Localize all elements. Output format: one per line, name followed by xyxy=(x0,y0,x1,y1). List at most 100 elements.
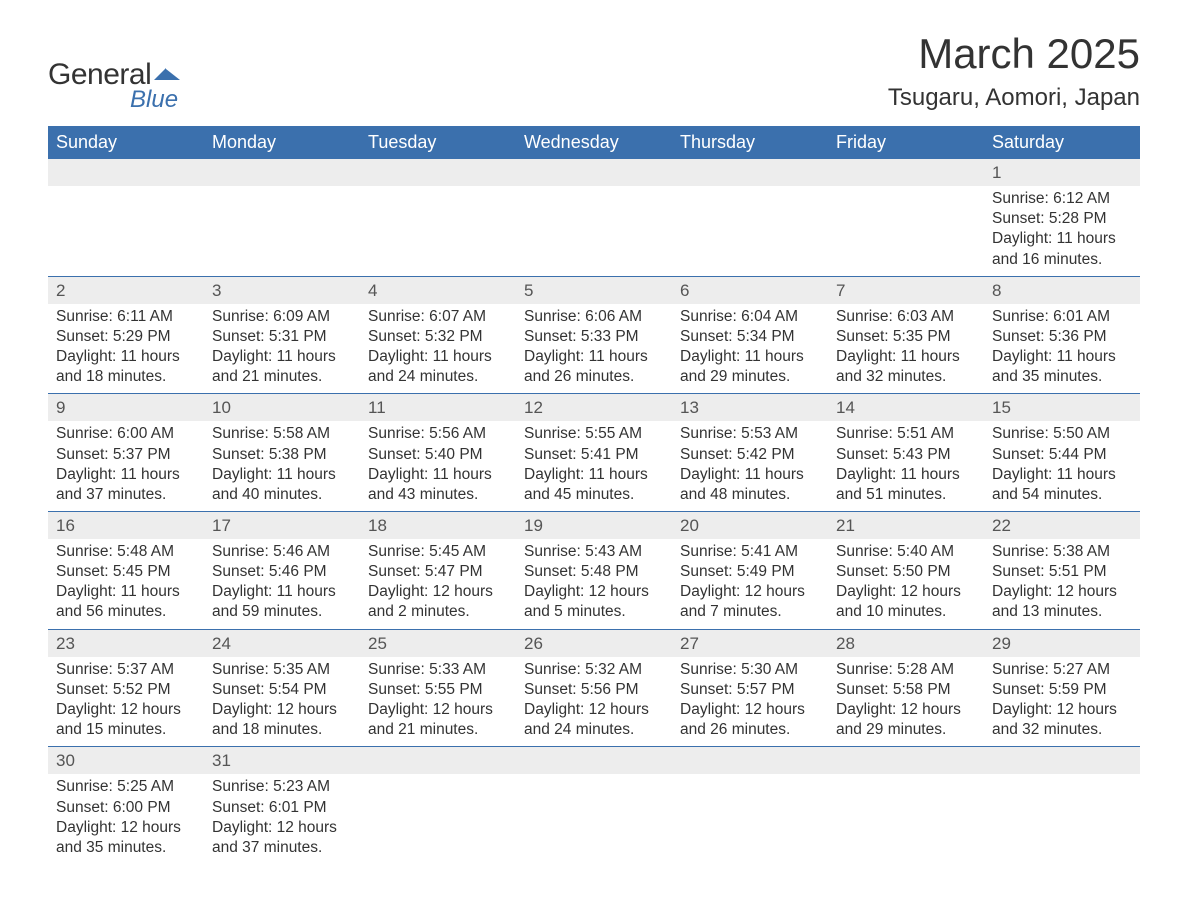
day-detail-cell xyxy=(48,186,204,276)
day-sr: Sunrise: 5:53 AM xyxy=(680,424,820,444)
week-detail-row: Sunrise: 5:48 AMSunset: 5:45 PMDaylight:… xyxy=(48,539,1140,629)
day-ss: Sunset: 5:45 PM xyxy=(56,562,196,582)
day-detail-cell: Sunrise: 6:09 AMSunset: 5:31 PMDaylight:… xyxy=(204,304,360,394)
week-number-row: 16171819202122 xyxy=(48,511,1140,539)
day-d2: and 16 minutes. xyxy=(992,250,1132,270)
column-header: Thursday xyxy=(672,126,828,159)
day-number-cell: 4 xyxy=(360,276,516,304)
day-number-cell xyxy=(828,159,984,186)
day-ss: Sunset: 5:34 PM xyxy=(680,327,820,347)
day-sr: Sunrise: 5:50 AM xyxy=(992,424,1132,444)
title-block: March 2025 Tsugaru, Aomori, Japan xyxy=(888,30,1140,112)
day-d2: and 59 minutes. xyxy=(212,602,352,622)
day-number-cell: 24 xyxy=(204,629,360,657)
day-sr: Sunrise: 6:04 AM xyxy=(680,307,820,327)
day-number-cell: 22 xyxy=(984,511,1140,539)
day-d1: Daylight: 11 hours xyxy=(992,229,1132,249)
day-number-cell: 13 xyxy=(672,394,828,422)
day-sr: Sunrise: 5:25 AM xyxy=(56,777,196,797)
week-detail-row: Sunrise: 6:11 AMSunset: 5:29 PMDaylight:… xyxy=(48,304,1140,394)
day-ss: Sunset: 5:36 PM xyxy=(992,327,1132,347)
day-number-cell xyxy=(204,159,360,186)
day-detail-cell: Sunrise: 5:38 AMSunset: 5:51 PMDaylight:… xyxy=(984,539,1140,629)
day-detail-cell: Sunrise: 5:25 AMSunset: 6:00 PMDaylight:… xyxy=(48,774,204,864)
location-text: Tsugaru, Aomori, Japan xyxy=(888,84,1140,112)
day-d2: and 24 minutes. xyxy=(368,367,508,387)
day-ss: Sunset: 5:43 PM xyxy=(836,445,976,465)
day-number-cell: 12 xyxy=(516,394,672,422)
day-number-cell xyxy=(828,747,984,775)
day-d1: Daylight: 11 hours xyxy=(992,347,1132,367)
day-number-cell: 14 xyxy=(828,394,984,422)
day-detail-cell: Sunrise: 5:58 AMSunset: 5:38 PMDaylight:… xyxy=(204,421,360,511)
day-number-cell: 2 xyxy=(48,276,204,304)
calendar-header: SundayMondayTuesdayWednesdayThursdayFrid… xyxy=(48,126,1140,159)
day-d1: Daylight: 12 hours xyxy=(992,582,1132,602)
day-detail-cell: Sunrise: 5:50 AMSunset: 5:44 PMDaylight:… xyxy=(984,421,1140,511)
day-d1: Daylight: 12 hours xyxy=(56,818,196,838)
day-ss: Sunset: 5:54 PM xyxy=(212,680,352,700)
day-detail-cell xyxy=(984,774,1140,864)
day-ss: Sunset: 5:28 PM xyxy=(992,209,1132,229)
day-number-cell: 15 xyxy=(984,394,1140,422)
day-ss: Sunset: 5:59 PM xyxy=(992,680,1132,700)
day-number-cell: 26 xyxy=(516,629,672,657)
day-number-cell xyxy=(672,747,828,775)
day-detail-cell: Sunrise: 5:35 AMSunset: 5:54 PMDaylight:… xyxy=(204,657,360,747)
day-number-cell xyxy=(48,159,204,186)
day-detail-cell: Sunrise: 6:03 AMSunset: 5:35 PMDaylight:… xyxy=(828,304,984,394)
day-detail-cell xyxy=(828,186,984,276)
day-detail-cell: Sunrise: 5:37 AMSunset: 5:52 PMDaylight:… xyxy=(48,657,204,747)
day-d1: Daylight: 11 hours xyxy=(212,465,352,485)
day-detail-cell: Sunrise: 5:27 AMSunset: 5:59 PMDaylight:… xyxy=(984,657,1140,747)
page-title: March 2025 xyxy=(888,30,1140,78)
day-d2: and 40 minutes. xyxy=(212,485,352,505)
day-d2: and 26 minutes. xyxy=(524,367,664,387)
day-d2: and 37 minutes. xyxy=(56,485,196,505)
day-d2: and 26 minutes. xyxy=(680,720,820,740)
day-d2: and 29 minutes. xyxy=(680,367,820,387)
week-number-row: 9101112131415 xyxy=(48,394,1140,422)
day-d2: and 21 minutes. xyxy=(368,720,508,740)
day-sr: Sunrise: 5:23 AM xyxy=(212,777,352,797)
day-d2: and 54 minutes. xyxy=(992,485,1132,505)
day-d2: and 21 minutes. xyxy=(212,367,352,387)
day-detail-cell: Sunrise: 6:06 AMSunset: 5:33 PMDaylight:… xyxy=(516,304,672,394)
day-detail-cell xyxy=(360,774,516,864)
day-ss: Sunset: 5:29 PM xyxy=(56,327,196,347)
day-sr: Sunrise: 5:46 AM xyxy=(212,542,352,562)
week-detail-row: Sunrise: 6:12 AMSunset: 5:28 PMDaylight:… xyxy=(48,186,1140,276)
column-header: Wednesday xyxy=(516,126,672,159)
column-header: Monday xyxy=(204,126,360,159)
day-number-cell: 17 xyxy=(204,511,360,539)
day-d2: and 7 minutes. xyxy=(680,602,820,622)
day-ss: Sunset: 5:40 PM xyxy=(368,445,508,465)
day-ss: Sunset: 5:31 PM xyxy=(212,327,352,347)
day-sr: Sunrise: 6:07 AM xyxy=(368,307,508,327)
day-ss: Sunset: 5:44 PM xyxy=(992,445,1132,465)
day-ss: Sunset: 5:49 PM xyxy=(680,562,820,582)
day-number-cell: 23 xyxy=(48,629,204,657)
day-sr: Sunrise: 5:30 AM xyxy=(680,660,820,680)
day-d1: Daylight: 11 hours xyxy=(56,582,196,602)
day-d1: Daylight: 12 hours xyxy=(524,700,664,720)
day-d1: Daylight: 11 hours xyxy=(524,347,664,367)
day-detail-cell: Sunrise: 6:11 AMSunset: 5:29 PMDaylight:… xyxy=(48,304,204,394)
day-number-cell: 8 xyxy=(984,276,1140,304)
day-ss: Sunset: 6:01 PM xyxy=(212,798,352,818)
logo-shape-icon xyxy=(154,66,180,86)
day-detail-cell xyxy=(516,774,672,864)
day-detail-cell: Sunrise: 5:41 AMSunset: 5:49 PMDaylight:… xyxy=(672,539,828,629)
day-d1: Daylight: 12 hours xyxy=(680,700,820,720)
day-ss: Sunset: 5:37 PM xyxy=(56,445,196,465)
day-ss: Sunset: 5:41 PM xyxy=(524,445,664,465)
day-ss: Sunset: 5:56 PM xyxy=(524,680,664,700)
week-number-row: 2345678 xyxy=(48,276,1140,304)
day-number-cell: 3 xyxy=(204,276,360,304)
week-number-row: 23242526272829 xyxy=(48,629,1140,657)
day-d1: Daylight: 11 hours xyxy=(992,465,1132,485)
day-d2: and 18 minutes. xyxy=(56,367,196,387)
day-detail-cell xyxy=(360,186,516,276)
day-d2: and 35 minutes. xyxy=(56,838,196,858)
day-sr: Sunrise: 5:27 AM xyxy=(992,660,1132,680)
